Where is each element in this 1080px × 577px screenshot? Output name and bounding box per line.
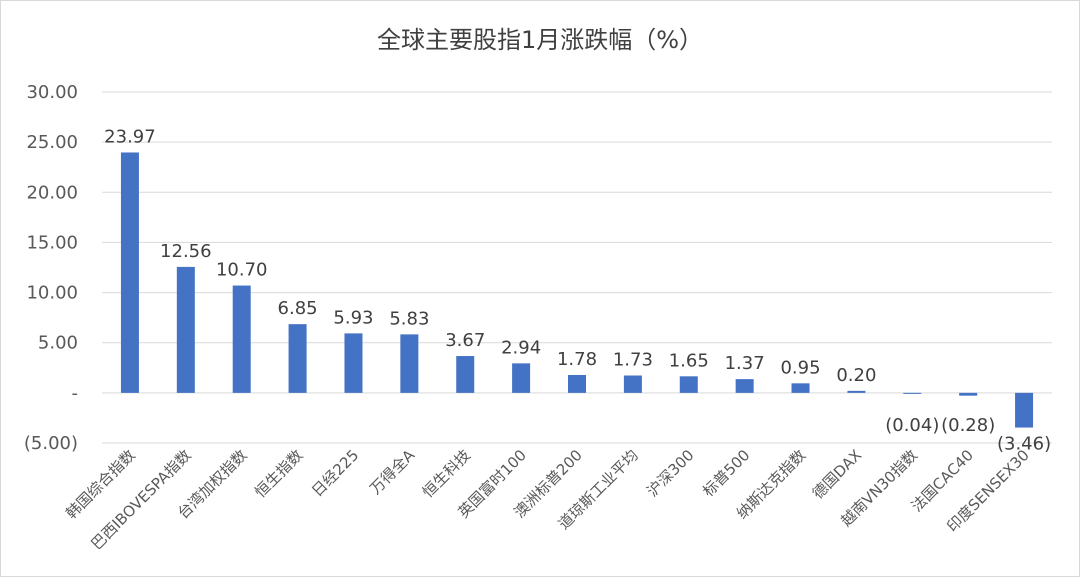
category-label: 万得全A (366, 446, 418, 498)
data-label: 6.85 (278, 298, 318, 319)
data-label: 1.65 (669, 350, 709, 371)
data-label: 2.94 (501, 337, 541, 358)
data-label: 0.20 (836, 365, 876, 386)
bar (903, 392, 922, 394)
y-tick-label: 25.00 (26, 132, 78, 153)
bar (176, 266, 195, 393)
y-tick-label: - (72, 383, 79, 404)
data-label: (0.28) (941, 415, 995, 436)
data-label: 0.95 (780, 357, 820, 378)
bar (847, 390, 866, 393)
bar (568, 375, 586, 393)
bar (679, 376, 698, 393)
category-label: 沪深300 (643, 446, 697, 500)
data-label: 3.67 (445, 330, 485, 351)
bar (288, 324, 307, 393)
y-tick-label: 30.00 (26, 82, 78, 103)
bar (456, 356, 475, 393)
data-label: 5.83 (389, 308, 429, 329)
category-label: 德国DAX (809, 446, 865, 502)
y-tick-label: 15.00 (26, 232, 78, 253)
chart-title: 全球主要股指1月涨跌幅（%） (376, 26, 704, 54)
y-tick-label: 5.00 (38, 333, 78, 354)
bar (791, 383, 810, 393)
bar (959, 392, 978, 396)
category-label: 标普500 (699, 446, 753, 500)
data-label: 5.93 (333, 307, 373, 328)
bar (120, 152, 139, 393)
bar (512, 363, 531, 393)
data-label: 1.37 (725, 353, 765, 374)
data-label: (0.04) (885, 415, 939, 436)
bar (232, 285, 251, 393)
bar (623, 375, 642, 393)
bars (120, 152, 1034, 428)
y-axis-ticks: 30.00 25.00 20.00 15.00 10.00 5.00 - (5.00) (24, 82, 78, 454)
y-tick-label: 20.00 (26, 182, 78, 203)
data-label: (3.46) (997, 434, 1051, 455)
y-tick-label: 10.00 (26, 283, 78, 304)
data-label: 1.73 (613, 350, 653, 371)
category-label: 恒生指数 (251, 446, 306, 501)
bar (344, 333, 363, 393)
data-label: 10.70 (216, 260, 268, 281)
bar (735, 379, 754, 393)
category-label: 巴西IBOVESPA指数 (87, 446, 194, 553)
data-label: 23.97 (104, 126, 156, 147)
data-label: 1.78 (557, 349, 597, 370)
bar (400, 334, 419, 393)
category-label: 恒生科技 (419, 446, 474, 501)
category-label: 日经225 (308, 446, 362, 500)
y-tick-label: (5.00) (24, 433, 78, 454)
bar (1015, 392, 1034, 428)
data-label: 12.56 (160, 241, 212, 262)
